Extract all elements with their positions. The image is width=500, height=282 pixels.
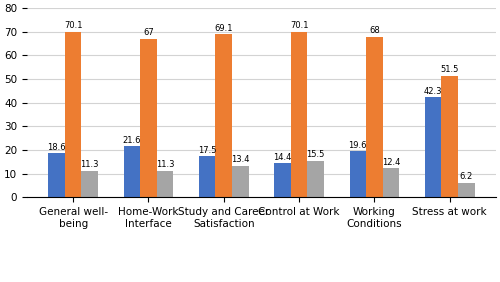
Text: 13.4: 13.4 (231, 155, 250, 164)
Bar (157, 171, 174, 197)
Text: 21.6: 21.6 (122, 136, 141, 145)
Bar (124, 146, 140, 197)
Text: 67: 67 (143, 28, 154, 38)
Bar (140, 39, 157, 197)
Bar (232, 166, 248, 197)
Text: 69.1: 69.1 (214, 23, 233, 32)
Bar (82, 171, 98, 197)
Bar (199, 156, 216, 197)
Bar (274, 163, 291, 197)
Text: 11.3: 11.3 (156, 160, 174, 169)
Text: 68: 68 (369, 26, 380, 35)
Text: 6.2: 6.2 (460, 172, 473, 181)
Bar (308, 161, 324, 197)
Bar (291, 32, 308, 197)
Bar (382, 168, 399, 197)
Text: 51.5: 51.5 (440, 65, 459, 74)
Text: 70.1: 70.1 (290, 21, 308, 30)
Bar (216, 34, 232, 197)
Text: 70.1: 70.1 (64, 21, 82, 30)
Text: 42.3: 42.3 (424, 87, 442, 96)
Text: 17.5: 17.5 (198, 146, 216, 155)
Text: 14.4: 14.4 (274, 153, 291, 162)
Text: 11.3: 11.3 (80, 160, 99, 169)
Bar (442, 76, 458, 197)
Bar (48, 153, 65, 197)
Text: 18.6: 18.6 (48, 143, 66, 152)
Bar (458, 183, 474, 197)
Text: 19.6: 19.6 (348, 141, 367, 150)
Text: 15.5: 15.5 (306, 150, 325, 159)
Bar (366, 37, 382, 197)
Text: 12.4: 12.4 (382, 158, 400, 167)
Bar (65, 32, 82, 197)
Bar (350, 151, 366, 197)
Bar (425, 97, 442, 197)
